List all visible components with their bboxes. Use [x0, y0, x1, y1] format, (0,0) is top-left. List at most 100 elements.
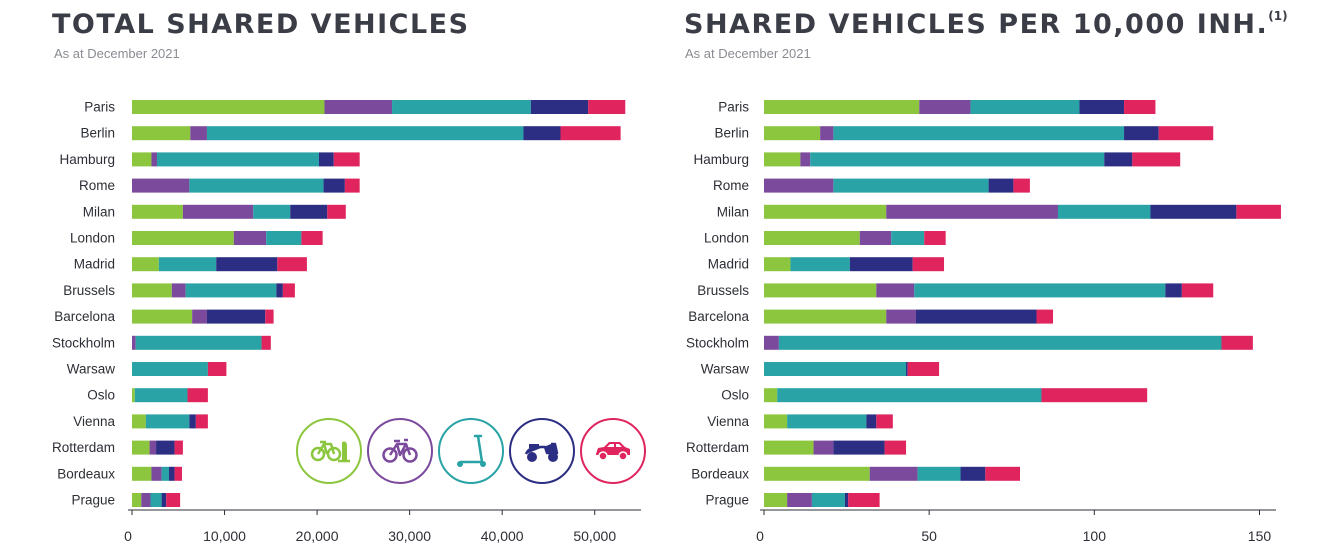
bar-segment [324, 100, 393, 114]
bar-segment [820, 126, 834, 141]
bar-segment [174, 466, 182, 481]
bar-segment [158, 257, 217, 272]
bar-segment [132, 493, 142, 507]
bar-segment [764, 257, 791, 272]
bar-segment [811, 493, 845, 507]
bar-segment [276, 283, 283, 298]
x-tick-label: 50,000 [573, 528, 616, 544]
moped-icon [509, 418, 575, 484]
category-label: Oslo [721, 388, 749, 403]
x-tick-label: 150 [1248, 528, 1272, 544]
bar-segment [135, 335, 262, 350]
bar-segment [156, 440, 175, 455]
category-label: Rotterdam [52, 440, 115, 455]
category-label: Rotterdam [686, 440, 749, 455]
bar-segment [169, 466, 175, 481]
bar-segment [764, 126, 821, 141]
bar-segment [132, 388, 135, 403]
bar-segment [866, 414, 877, 429]
bar-segment [1132, 152, 1181, 167]
bar-segment [764, 204, 887, 219]
bar-segment [790, 257, 850, 272]
category-label: Warsaw [701, 362, 750, 377]
bar-segment [132, 231, 234, 245]
category-label: Hamburg [59, 152, 115, 167]
bar-segment [886, 204, 1058, 219]
bar-segment [282, 283, 295, 298]
bar-segment [914, 283, 1166, 298]
category-label: Vienna [73, 414, 115, 429]
bar-segment [924, 231, 946, 245]
bar-segment [134, 388, 188, 403]
bar-segment [800, 152, 811, 167]
bar-segment [132, 126, 191, 141]
bar-segment [132, 362, 208, 376]
bar-segment [132, 204, 183, 219]
bar-segment [764, 309, 887, 324]
bar-segment [266, 231, 302, 245]
bar-segment [891, 231, 925, 245]
bar-segment [192, 309, 207, 324]
bar-segment [849, 257, 913, 272]
category-label: Brussels [63, 283, 115, 298]
total-vehicles-chart: Paris Berlin Hamburg Rome Milan London Madrid B… [52, 100, 641, 544]
bar-segment [970, 100, 1080, 114]
category-label: Hamburg [693, 152, 749, 167]
category-label: Oslo [87, 388, 115, 403]
bar-segment [151, 466, 162, 481]
category-label: Berlin [714, 126, 749, 141]
category-label: Prague [705, 493, 749, 508]
category-label: Madrid [708, 257, 749, 272]
bar-segment [777, 388, 1042, 403]
bar-segment [917, 466, 961, 481]
bar-segment [919, 100, 971, 114]
bar-segment [132, 100, 325, 114]
bar-segment [151, 152, 157, 167]
bar-segment [915, 309, 1037, 324]
chart-subtitle: As at December 2021 [54, 46, 180, 61]
chart-title: TOTAL SHARED VEHICLES [52, 9, 470, 40]
bar-segment [764, 231, 860, 245]
bar-segment [233, 231, 267, 245]
category-label: Barcelona [54, 309, 115, 324]
bar-segment [764, 335, 779, 350]
category-label: Berlin [80, 126, 115, 141]
bar-segment [1036, 309, 1054, 324]
chart-subtitle: As at December 2021 [685, 46, 811, 61]
bar-segment [764, 388, 778, 403]
bar-segment [344, 178, 360, 193]
bar-segment [166, 493, 181, 507]
bar-segment [764, 493, 788, 507]
bar-segment [206, 126, 524, 141]
bar-segment [301, 231, 323, 245]
bar-segment [1124, 126, 1159, 141]
bar-segment [323, 178, 345, 193]
bar-segment [265, 309, 274, 324]
bar-segment [859, 231, 892, 245]
category-label: Stockholm [52, 335, 115, 350]
category-label: Madrid [74, 257, 115, 272]
category-label: Vienna [707, 414, 749, 429]
bar-segment [764, 440, 814, 455]
bar-segment [253, 204, 291, 219]
bar-segment [907, 362, 940, 376]
bar-segment [764, 466, 870, 481]
bar-segment [327, 204, 346, 219]
bar-segment [833, 440, 885, 455]
bar-segment [333, 152, 360, 167]
bar-segment [392, 100, 531, 114]
bar-segment [560, 126, 621, 141]
bar-segment [1057, 204, 1151, 219]
bar-segment [161, 493, 167, 507]
category-label: Milan [83, 204, 115, 219]
bar-segment [290, 204, 328, 219]
bar-segment [216, 257, 278, 272]
bar-segment [149, 440, 157, 455]
bar-segment [764, 362, 907, 376]
bar-segment [778, 335, 1222, 350]
category-label: Rome [79, 178, 115, 193]
bar-segment [190, 126, 207, 141]
bar-segment [189, 414, 196, 429]
bar-segment [195, 414, 208, 429]
bar-segment [960, 466, 986, 481]
